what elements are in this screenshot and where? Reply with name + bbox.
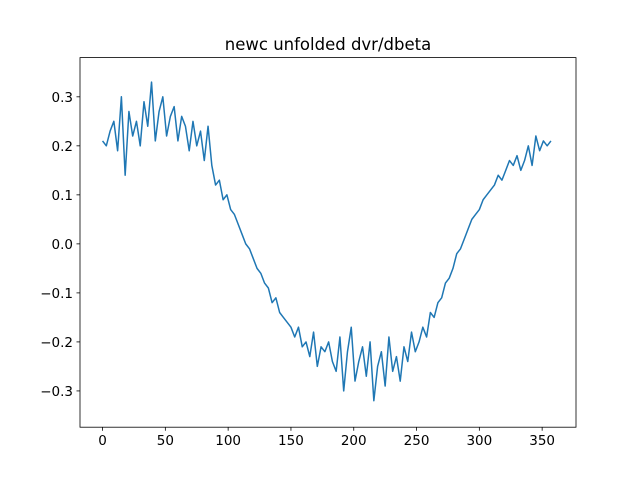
x-tick-label: 200 xyxy=(341,433,367,449)
x-tick-label: 300 xyxy=(466,433,492,449)
x-tick-label: 100 xyxy=(215,433,241,449)
y-tick-label: 0.0 xyxy=(52,237,73,253)
data-line xyxy=(101,81,552,402)
x-tick-label: 250 xyxy=(404,433,430,449)
x-tick-label: 50 xyxy=(157,433,174,449)
x-tick-label: 150 xyxy=(278,433,304,449)
y-tick-label: −0.1 xyxy=(40,286,73,302)
y-tick-label: 0.2 xyxy=(52,139,73,155)
axes-frame xyxy=(79,57,577,428)
y-tick-label: 0.3 xyxy=(52,90,73,106)
x-tick-label: 0 xyxy=(98,433,107,449)
x-tick-label: 350 xyxy=(529,433,555,449)
y-tick-label: −0.3 xyxy=(40,384,73,400)
chart-title: newc unfolded dvr/dbeta xyxy=(225,35,431,54)
y-tick-label: −0.2 xyxy=(40,335,73,351)
y-tick-label: 0.1 xyxy=(52,188,73,204)
